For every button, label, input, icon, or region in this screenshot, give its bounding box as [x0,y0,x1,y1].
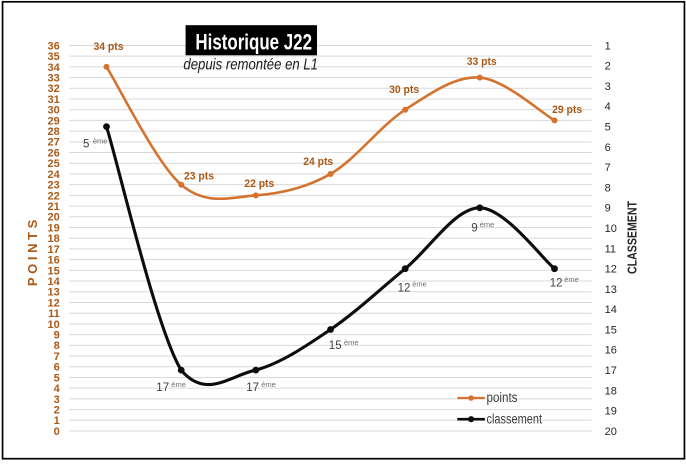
svg-text:21: 21 [48,201,60,213]
svg-text:POINTS: POINTS [25,219,40,286]
svg-text:12: 12 [48,297,60,309]
svg-text:7: 7 [605,162,611,174]
svg-text:15: 15 [48,265,60,277]
svg-text:30: 30 [48,105,60,117]
svg-text:32: 32 [48,83,60,95]
svg-text:11: 11 [605,243,616,255]
svg-text:7: 7 [54,351,60,363]
svg-text:points: points [487,390,518,405]
svg-text:3: 3 [54,394,60,406]
svg-text:24: 24 [48,169,61,181]
svg-text:34 pts: 34 pts [94,41,124,53]
svg-text:24 pts: 24 pts [303,156,333,168]
svg-text:18: 18 [48,233,60,245]
svg-text:23 pts: 23 pts [184,171,214,183]
svg-text:ème: ème [261,380,276,389]
svg-text:17: 17 [48,244,60,256]
svg-text:17: 17 [605,365,617,377]
svg-text:25: 25 [48,158,60,170]
svg-text:29: 29 [48,115,60,127]
svg-text:6: 6 [54,362,60,374]
svg-text:3: 3 [605,81,611,93]
svg-text:ème: ème [564,275,579,284]
svg-text:11: 11 [48,308,60,320]
svg-text:27: 27 [48,137,60,149]
svg-text:28: 28 [48,126,60,138]
svg-text:5: 5 [54,372,60,384]
svg-text:17: 17 [156,382,169,394]
svg-text:15: 15 [329,340,342,352]
svg-text:5: 5 [605,122,611,134]
svg-text:34: 34 [48,62,61,74]
svg-text:10: 10 [605,223,617,235]
svg-text:12: 12 [605,264,617,276]
svg-text:13: 13 [48,287,60,299]
svg-text:33 pts: 33 pts [467,56,497,68]
svg-text:12: 12 [398,282,411,294]
svg-text:18: 18 [605,385,617,397]
svg-text:0: 0 [54,426,60,438]
svg-text:19: 19 [48,222,60,234]
svg-text:33: 33 [48,73,60,85]
svg-text:5: 5 [83,139,89,151]
svg-text:Historique J22: Historique J22 [195,29,312,54]
svg-text:17: 17 [246,382,259,394]
svg-text:15: 15 [605,324,617,336]
svg-text:22 pts: 22 pts [244,178,274,190]
svg-text:31: 31 [48,94,60,106]
svg-text:8: 8 [605,182,611,194]
svg-text:36: 36 [48,40,60,52]
svg-text:1: 1 [54,415,60,427]
svg-text:2: 2 [54,405,60,417]
svg-text:6: 6 [605,142,611,154]
svg-text:26: 26 [48,147,60,159]
svg-text:12: 12 [550,277,563,289]
svg-text:1: 1 [605,40,611,52]
svg-text:ème: ème [93,136,108,145]
svg-text:16: 16 [48,255,60,267]
svg-text:9: 9 [54,330,60,342]
svg-text:14: 14 [605,304,617,316]
svg-text:22: 22 [48,190,60,202]
svg-text:13: 13 [605,284,617,296]
svg-text:14: 14 [48,276,61,288]
svg-text:19: 19 [605,406,617,418]
svg-text:9: 9 [605,203,611,215]
svg-text:35: 35 [48,51,60,63]
svg-text:29 pts: 29 pts [552,104,582,116]
svg-text:16: 16 [605,345,617,357]
svg-text:ème: ème [171,380,186,389]
svg-text:depuis remontée en L1: depuis remontée en L1 [183,56,318,73]
svg-text:23: 23 [48,180,60,192]
svg-text:ème: ème [480,220,495,229]
svg-text:classement: classement [487,411,543,426]
svg-text:ème: ème [344,338,359,347]
svg-text:9: 9 [471,222,477,234]
svg-text:2: 2 [605,61,611,73]
svg-text:10: 10 [48,319,60,331]
svg-text:4: 4 [54,383,61,395]
svg-text:4: 4 [605,101,611,113]
svg-text:20: 20 [48,212,60,224]
svg-text:8: 8 [54,340,60,352]
svg-text:ème: ème [412,280,427,289]
svg-text:30 pts: 30 pts [389,84,419,96]
svg-text:20: 20 [605,426,617,438]
svg-text:CLASSEMENT: CLASSEMENT [626,201,640,274]
